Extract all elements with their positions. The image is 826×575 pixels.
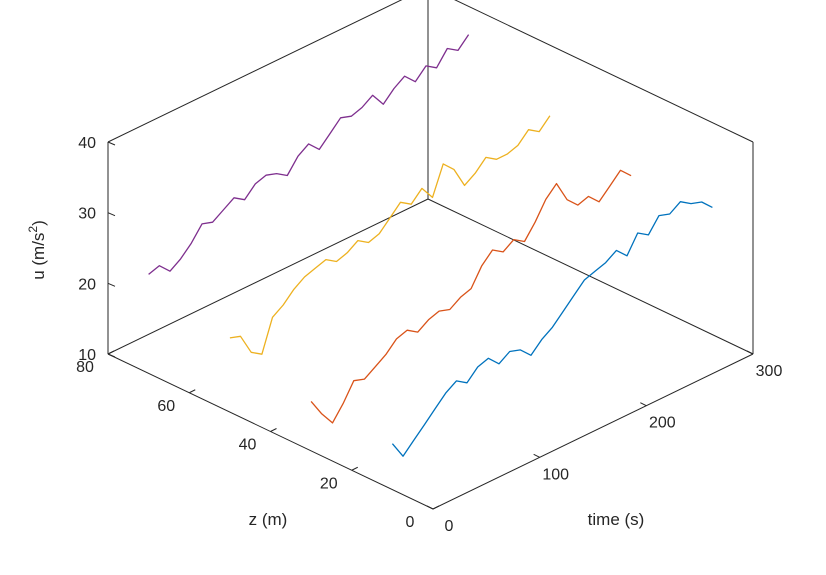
y-tick-mark bbox=[107, 353, 116, 358]
top-back-edge-left bbox=[107, 0, 403, 143]
y-tick-label: 30 bbox=[78, 206, 96, 223]
x-axis-line bbox=[432, 353, 754, 510]
z-tick-mark bbox=[351, 466, 358, 471]
z-tick-mark bbox=[189, 389, 196, 394]
z-tick-label: 0 bbox=[406, 514, 415, 531]
top-back-edge-right bbox=[454, 0, 754, 143]
x-tick-mark bbox=[640, 402, 647, 407]
axes-box bbox=[107, 0, 754, 510]
x-tick-label: 200 bbox=[649, 415, 676, 432]
series-line-2 bbox=[310, 169, 632, 424]
z-tick-mark bbox=[107, 350, 115, 355]
y-axis-label-sup: 2 bbox=[26, 226, 40, 233]
series-line-3 bbox=[229, 115, 551, 355]
series-line-1 bbox=[391, 201, 713, 457]
y-tick-label: 40 bbox=[78, 135, 96, 152]
x-tick-mark bbox=[426, 505, 434, 510]
x-tick-label: 300 bbox=[756, 363, 783, 380]
z-tick-label: 20 bbox=[320, 475, 338, 492]
z-axis-label: z (m) bbox=[249, 510, 288, 529]
y-axis-label-main: u (m/s bbox=[29, 233, 48, 280]
y-tick-mark bbox=[107, 282, 116, 287]
floor-back-edge-time bbox=[427, 198, 754, 355]
y-tick-label: 10 bbox=[78, 347, 96, 364]
z-tick-mark bbox=[432, 505, 440, 510]
y-axis-label-close: ) bbox=[29, 220, 48, 226]
series-group bbox=[148, 34, 713, 457]
z-tick-mark bbox=[270, 428, 277, 432]
y-tick-label: 20 bbox=[78, 276, 96, 293]
x-tick-label: 0 bbox=[445, 518, 454, 535]
x-tick-label: 100 bbox=[542, 466, 569, 483]
y-axis-label: u (m/s2) bbox=[26, 220, 48, 280]
x-tick-mark bbox=[746, 350, 754, 355]
z-tick-label: 60 bbox=[157, 398, 175, 415]
z-tick-label: 40 bbox=[239, 437, 257, 454]
x-axis-label: time (s) bbox=[588, 510, 645, 529]
series-line-4 bbox=[148, 34, 470, 275]
x-tick-mark bbox=[533, 453, 540, 458]
y-tick-mark bbox=[107, 141, 116, 146]
y-tick-mark bbox=[107, 212, 116, 217]
z-tick-label: 80 bbox=[76, 359, 94, 376]
floor-back-edge-z bbox=[107, 198, 429, 355]
